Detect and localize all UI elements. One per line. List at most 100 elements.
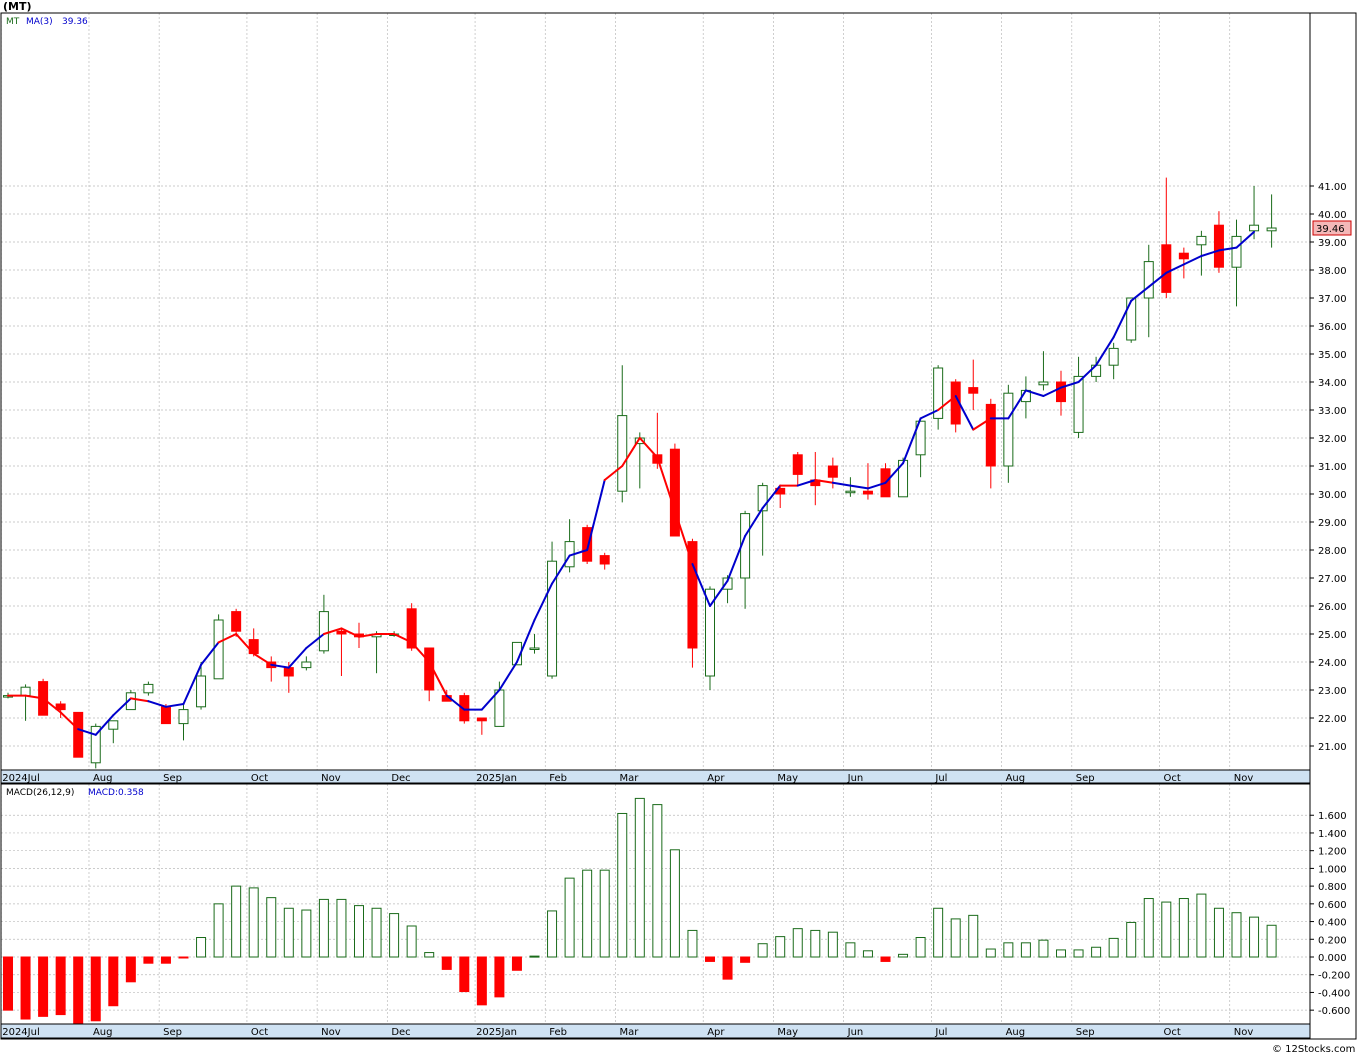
ma-segment bbox=[77, 728, 97, 736]
macd-histogram bbox=[3, 797, 1277, 1026]
macd-bar bbox=[371, 907, 382, 958]
month-label: Aug bbox=[93, 773, 113, 784]
month-label: Apr bbox=[707, 773, 725, 784]
candle-body bbox=[722, 577, 733, 590]
macd-bar bbox=[90, 956, 101, 1022]
macd-bar bbox=[652, 804, 663, 958]
ma-segment bbox=[937, 395, 957, 411]
macd-bar bbox=[424, 952, 435, 958]
candle-body bbox=[1056, 381, 1066, 403]
price-tick-label: 33.00 bbox=[1318, 406, 1347, 417]
macd-bar bbox=[1073, 949, 1084, 958]
ma-segment bbox=[1130, 285, 1150, 302]
candle-body bbox=[1161, 244, 1172, 293]
month-label: Aug bbox=[1006, 773, 1026, 784]
ma-segment bbox=[1165, 263, 1185, 274]
ma-segment bbox=[1235, 230, 1256, 249]
last-price-value: 39.46 bbox=[1316, 224, 1345, 235]
macd-bar bbox=[898, 953, 909, 958]
candle-body bbox=[792, 454, 803, 475]
candle-body bbox=[1003, 392, 1014, 467]
ma-segment bbox=[902, 417, 922, 465]
macd-bar bbox=[933, 907, 944, 958]
ma-segment bbox=[1112, 299, 1133, 339]
candle-body bbox=[55, 703, 66, 711]
ma-segment bbox=[814, 479, 834, 484]
candle-body bbox=[862, 490, 873, 495]
macd-bar bbox=[1126, 921, 1137, 958]
month-label: Nov bbox=[321, 773, 341, 784]
macd-bar bbox=[231, 885, 242, 958]
macd-bar bbox=[880, 956, 891, 962]
candle-body bbox=[213, 619, 224, 680]
ma-segment bbox=[1147, 271, 1168, 288]
month-label: Feb bbox=[549, 1027, 567, 1038]
month-label: 2024Jul bbox=[2, 773, 40, 784]
month-label: Oct bbox=[251, 1027, 268, 1038]
candle-body bbox=[617, 415, 628, 492]
month-label: Mar bbox=[619, 773, 639, 784]
macd-bar bbox=[143, 956, 154, 964]
candle-body bbox=[336, 630, 347, 635]
macd-bar bbox=[529, 955, 540, 958]
candle-body bbox=[301, 661, 312, 669]
ma-segment bbox=[919, 409, 940, 420]
candle-body bbox=[1108, 347, 1119, 366]
macd-bar bbox=[1038, 939, 1049, 958]
ma-segment bbox=[884, 462, 905, 484]
macd-bar bbox=[862, 950, 873, 958]
macd-bar bbox=[301, 909, 312, 958]
month-label: Sep bbox=[163, 773, 182, 784]
macd-month-axis bbox=[0, 1023, 1311, 1039]
price-tick-label: 35.00 bbox=[1318, 350, 1347, 361]
macd-bar bbox=[108, 956, 119, 1007]
month-label: Dec bbox=[391, 1027, 410, 1038]
month-label: Nov bbox=[1234, 1027, 1254, 1038]
ma-segment bbox=[200, 641, 220, 666]
ma-segment bbox=[726, 535, 747, 582]
candle-body bbox=[476, 717, 487, 722]
ma-segment bbox=[217, 633, 238, 644]
candle-body bbox=[1073, 375, 1084, 433]
candle-body bbox=[827, 465, 838, 478]
macd-tick-label: 0.600 bbox=[1318, 900, 1347, 911]
price-tick-label: 31.00 bbox=[1318, 462, 1347, 473]
month-label: Nov bbox=[321, 1027, 341, 1038]
ma-segment bbox=[972, 417, 992, 431]
month-label: Dec bbox=[391, 773, 410, 784]
ma-segment bbox=[498, 661, 518, 691]
ma-segment bbox=[709, 579, 729, 607]
macd-bar bbox=[511, 956, 522, 971]
price-tick-label: 36.00 bbox=[1318, 322, 1347, 333]
price-tick-label: 27.00 bbox=[1318, 574, 1347, 585]
candle-body bbox=[1213, 224, 1224, 268]
candle-body bbox=[1143, 261, 1154, 299]
macd-bar bbox=[1108, 937, 1119, 958]
ma-segment bbox=[112, 697, 132, 717]
price-tick-label: 34.00 bbox=[1318, 378, 1347, 389]
macd-bar bbox=[55, 956, 66, 1016]
price-gridlines bbox=[0, 13, 1310, 770]
macd-legend-value: MACD:0.358 bbox=[88, 788, 144, 798]
macd-bar bbox=[476, 956, 487, 1006]
macd-bar bbox=[634, 797, 645, 958]
price-tick-label: 28.00 bbox=[1318, 546, 1347, 557]
moving-average-line bbox=[7, 230, 1256, 736]
candle-body bbox=[1266, 227, 1277, 232]
candle-body bbox=[125, 692, 136, 711]
macd-bar bbox=[248, 887, 259, 958]
ma-segment bbox=[287, 647, 308, 669]
ma-segment bbox=[638, 437, 659, 459]
macd-bar bbox=[582, 869, 593, 958]
ma-segment bbox=[182, 663, 203, 705]
macd-legend-label: MACD(26,12,9) bbox=[6, 788, 74, 798]
ma-segment bbox=[1217, 246, 1238, 252]
month-label: Feb bbox=[549, 773, 567, 784]
macd-tick-label: 1.000 bbox=[1318, 864, 1347, 875]
candle-body bbox=[1196, 235, 1207, 246]
macd-bar bbox=[985, 948, 996, 958]
macd-bar bbox=[38, 956, 49, 1017]
macd-bar bbox=[617, 812, 628, 958]
macd-bar bbox=[827, 931, 838, 958]
